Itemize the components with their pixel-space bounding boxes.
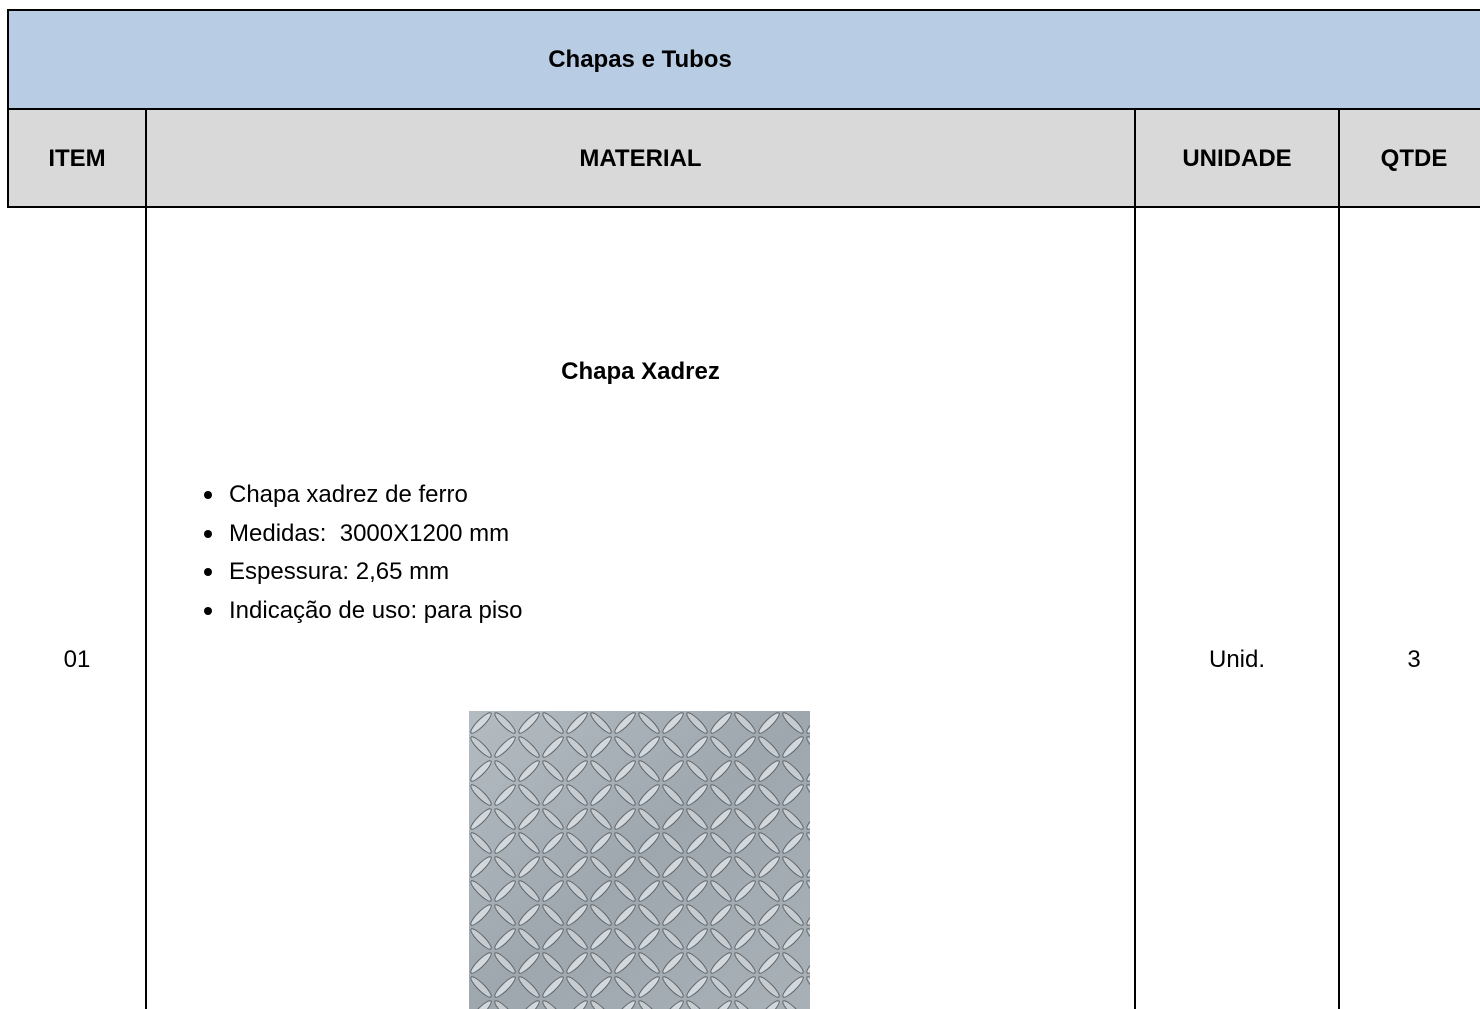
header: ITEM [48, 144, 106, 172]
border [1134, 108, 1136, 1009]
spec: Chapa xadrez de ferro [204, 476, 523, 515]
border [145, 108, 147, 1009]
border [8, 206, 1480, 208]
spec-list: Chapa xadrez de ferro Medidas: 3000X1200… [204, 476, 523, 631]
border [7, 9, 9, 208]
item: 01 [63, 646, 91, 673]
header: MATERIAL [579, 144, 702, 172]
header: UNIDADE [1182, 144, 1292, 172]
product-image [469, 711, 810, 1009]
border [8, 108, 1480, 110]
spec: Medidas: 3000X1200 mm [204, 515, 523, 554]
spec: Indicação de uso: para piso [204, 592, 523, 631]
header: QTDE [1380, 144, 1448, 172]
border [8, 9, 1480, 11]
border [1338, 108, 1340, 1009]
header-bg [8, 110, 1480, 207]
qty: 3 [1407, 646, 1421, 673]
material-name: Chapa Xadrez [561, 358, 720, 385]
title-bg [8, 10, 1480, 110]
unit: Unid. [1208, 646, 1266, 673]
table-title: Chapas e Tubos [548, 46, 732, 73]
spec: Espessura: 2,65 mm [204, 553, 523, 592]
